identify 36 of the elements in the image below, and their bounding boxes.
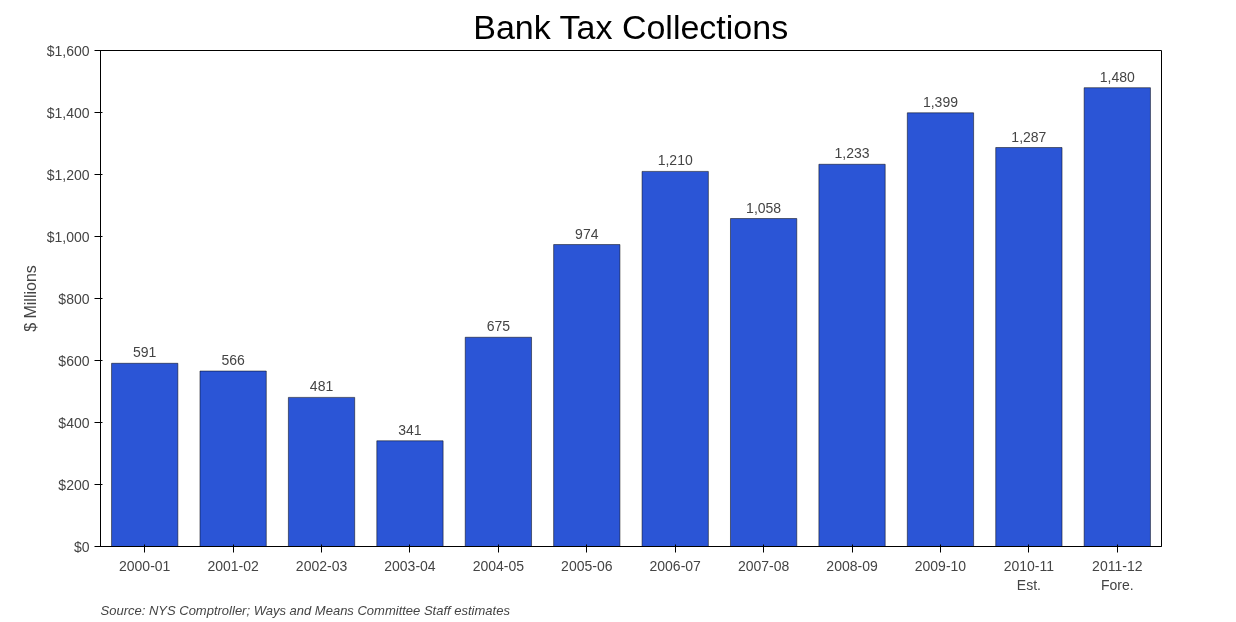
x-tick-label: 2002-03 xyxy=(295,557,348,574)
x-tick-label: 2008-09 xyxy=(826,557,878,574)
data-label: 1,210 xyxy=(657,152,693,169)
y-tick-label: $200 xyxy=(58,476,90,493)
y-tick-label: $1,200 xyxy=(46,166,90,183)
x-tick-label: 2004-05 xyxy=(472,557,525,574)
data-label: 566 xyxy=(221,352,246,369)
y-tick-label: $800 xyxy=(58,290,90,307)
data-label: 1,480 xyxy=(1099,68,1136,85)
x-tick-label: 2009-10 xyxy=(914,557,967,574)
data-label: 974 xyxy=(575,225,599,242)
x-tick-label: 2003-04 xyxy=(384,557,436,574)
y-axis-title: $ Millions xyxy=(21,265,39,332)
x-tick-label: 2006-07 xyxy=(649,557,702,574)
y-tick-label: $1,400 xyxy=(46,104,90,121)
y-tick-label: $400 xyxy=(58,414,90,431)
data-label: 341 xyxy=(398,421,422,438)
x-tick-label: 2007-08 xyxy=(737,557,790,574)
x-tick-label: 2001-02 xyxy=(207,557,260,574)
chart-title: Bank Tax Collections xyxy=(473,7,789,46)
data-label: 591 xyxy=(133,344,157,361)
y-tick-label: $0 xyxy=(73,538,90,555)
data-label: 1,233 xyxy=(834,145,870,162)
y-tick-label: $1,600 xyxy=(46,42,90,59)
x-tick-label: 2005-06 xyxy=(561,557,613,574)
data-label: 1,399 xyxy=(922,93,959,110)
y-tick-label: $1,000 xyxy=(46,228,90,245)
data-label: 675 xyxy=(486,318,511,335)
x-tick-label: 2010-11 Est. xyxy=(1003,557,1055,593)
x-tick-label: 2011-12 Fore. xyxy=(1092,557,1143,593)
x-tick-label: 2000-01 xyxy=(119,557,171,574)
data-label: 481 xyxy=(309,378,334,395)
y-tick-label: $600 xyxy=(58,352,90,369)
source-note: Source: NYS Comptroller; Ways and Means Committee Staff estimates xyxy=(100,602,511,618)
data-label: 1,287 xyxy=(1011,128,1047,145)
data-label: 1,058 xyxy=(746,199,782,216)
